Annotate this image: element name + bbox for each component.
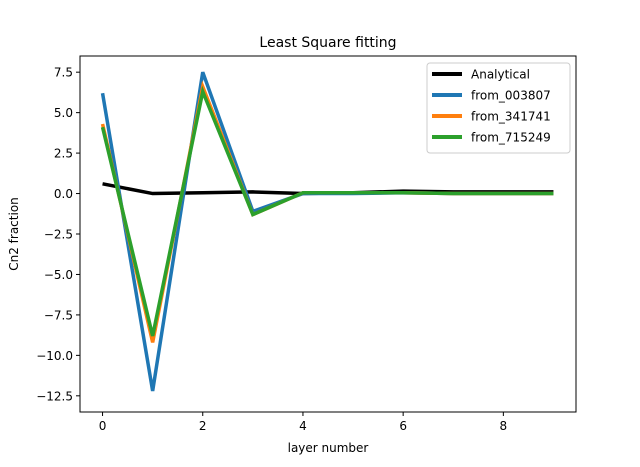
x-axis-label: layer number [288,441,369,455]
legend: Analytical from_003807 from_341741 from_715… [426,62,571,154]
y-axis-label: Cn2 fraction [7,197,21,271]
x-tick-label: 8 [500,419,508,433]
x-tick-label: 0 [99,419,107,433]
legend-label-from_715249: from_715249 [471,131,551,145]
legend-label-from_003807: from_003807 [471,89,551,103]
legend-label-Analytical: Analytical [471,68,530,82]
chart-title: Least Square fitting [259,35,396,51]
y-tick-label: −2.5 [44,228,73,242]
x-tick-label: 6 [399,419,407,433]
y-tick-label: −5.0 [44,268,73,282]
y-tick-label: 5.0 [54,106,73,120]
legend-box [426,62,571,154]
x-tick-label: 4 [299,419,307,433]
x-tick-label: 2 [199,419,207,433]
y-tick-label: −12.5 [36,389,73,403]
y-tick-label: 7.5 [54,66,73,80]
y-tick-label: −10.0 [36,349,73,363]
series-line-from_715249 [100,85,554,337]
y-tick-label: −7.5 [44,308,73,322]
y-tick-label: 0.0 [54,187,73,201]
y-tick-label: 2.5 [54,147,73,161]
legend-label-from_341741: from_341741 [471,110,551,124]
